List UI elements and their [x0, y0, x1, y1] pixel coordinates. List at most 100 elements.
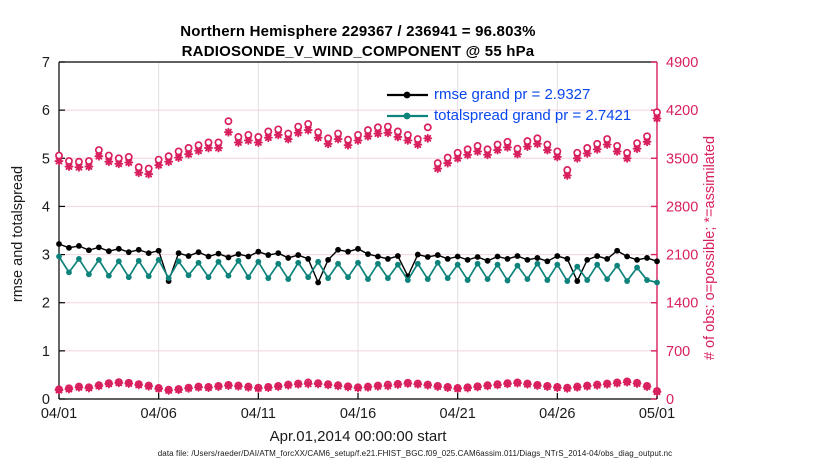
assimilated-marker: [632, 379, 642, 388]
assimilated-marker: [413, 379, 423, 389]
assimilated-marker: [164, 385, 174, 395]
rmse-series-point: [135, 246, 142, 253]
assimilated-marker: [562, 171, 572, 180]
possible-marker: [393, 127, 402, 136]
x-axis-label: Apr.01,2014 00:00:00 start: [269, 428, 447, 445]
assimilated-marker: [642, 137, 652, 147]
assimilated-marker: [622, 377, 632, 387]
rmse-series-point: [524, 256, 531, 263]
possible-marker: [274, 125, 283, 134]
assimilated-marker: [572, 153, 582, 163]
rmse-series-point: [444, 256, 451, 262]
possible-marker: [423, 123, 432, 132]
totalspread-series-point: [484, 276, 491, 283]
possible-marker: [373, 123, 382, 132]
possible-marker: [513, 144, 522, 153]
obs-count-markers: [54, 108, 662, 180]
assimilated-marker: [263, 383, 273, 393]
assimilated-marker: [154, 384, 164, 394]
rmse-series-point: [414, 251, 421, 258]
x-tick-label: 04/16: [340, 406, 376, 422]
assimilated-marker: [373, 381, 383, 391]
totalspread-series-point: [285, 276, 292, 283]
rmse-series-point: [375, 253, 381, 260]
assimilated-marker: [652, 387, 662, 397]
totalspread-series-point: [634, 264, 640, 271]
assimilated-marker: [403, 379, 413, 388]
possible-marker: [74, 157, 83, 166]
assimilated-marker: [453, 153, 463, 163]
rmse-series-point: [554, 253, 561, 259]
assimilated-marker: [403, 135, 413, 145]
assimilated-marker: [552, 152, 562, 162]
assimilated-marker: [423, 380, 433, 390]
chart-subtitle: RADIOSONDE_V_WIND_COMPONENT @ 55 hPa: [181, 43, 535, 60]
assimilated-marker: [582, 149, 592, 158]
possible-marker: [164, 152, 173, 161]
assimilated-marker: [513, 378, 522, 388]
assimilated-marker: [74, 162, 84, 172]
left-tick-label: 6: [42, 103, 50, 119]
assimilated-marker: [642, 382, 652, 392]
assimilated-marker: [353, 135, 363, 145]
possible-marker: [613, 141, 622, 150]
totalspread-series-point: [76, 256, 82, 262]
assimilated-marker: [532, 139, 542, 149]
rmse-series-point: [76, 243, 82, 249]
possible-marker: [334, 129, 343, 138]
x-tick-label: 04/06: [141, 406, 177, 422]
assimilated-marker: [253, 383, 263, 393]
totalspread-series-point: [225, 272, 232, 279]
totalspread-series-point: [185, 272, 192, 279]
totalspread-series-point: [494, 261, 501, 268]
possible-marker: [493, 140, 502, 149]
assimilated-marker: [313, 379, 323, 389]
possible-marker: [234, 133, 243, 141]
assimilated-marker: [164, 157, 174, 167]
rmse-series-point: [295, 252, 302, 258]
possible-marker: [433, 159, 442, 168]
rmse-series-point: [614, 247, 621, 254]
assimilated-marker: [194, 146, 203, 156]
assimilated-marker: [522, 379, 532, 389]
assimilated-marker: [503, 379, 512, 389]
totalspread-series-point: [404, 277, 411, 283]
assimilated-marker: [124, 379, 134, 388]
totalspread-series-point: [145, 273, 152, 280]
assimilated-marker: [174, 385, 184, 395]
totalspread-series-point: [135, 257, 142, 264]
assimilated-marker: [473, 382, 483, 392]
rmse-series-point: [365, 251, 371, 257]
rmse-series-point: [434, 252, 441, 258]
assimilated-marker: [104, 379, 114, 389]
assimilated-marker: [463, 383, 473, 393]
possible-marker: [453, 148, 462, 157]
totalspread-series: [56, 253, 660, 286]
totalspread-series-point: [155, 256, 162, 263]
rmse-series-point: [534, 255, 541, 261]
possible-marker: [284, 129, 293, 138]
left-tick-label: 2: [42, 296, 50, 312]
assimilated-marker: [134, 380, 144, 390]
legend-item-rmse: rmse grand pr = 2.9327: [386, 84, 631, 105]
possible-marker: [643, 132, 651, 141]
possible-marker: [294, 122, 303, 131]
possible-marker: [314, 128, 323, 137]
rmse-series-point: [335, 246, 341, 253]
assimilated-marker: [592, 144, 602, 154]
totalspread-series-point: [205, 274, 212, 281]
possible-marker: [104, 151, 113, 160]
possible-marker: [324, 134, 333, 143]
legend: rmse grand pr = 2.9327 totalspread grand…: [386, 84, 631, 126]
totalspread-series-point: [464, 277, 471, 283]
rmse-series-point: [624, 253, 630, 260]
possible-marker: [354, 130, 362, 139]
rmse-series-point: [504, 256, 511, 262]
assimilated-marker: [94, 381, 104, 391]
assimilated-marker: [223, 127, 233, 137]
assimilated-marker: [333, 134, 343, 144]
totalspread-series-point: [444, 275, 451, 282]
rmse-series-point: [385, 256, 391, 262]
possible-marker: [344, 135, 352, 144]
